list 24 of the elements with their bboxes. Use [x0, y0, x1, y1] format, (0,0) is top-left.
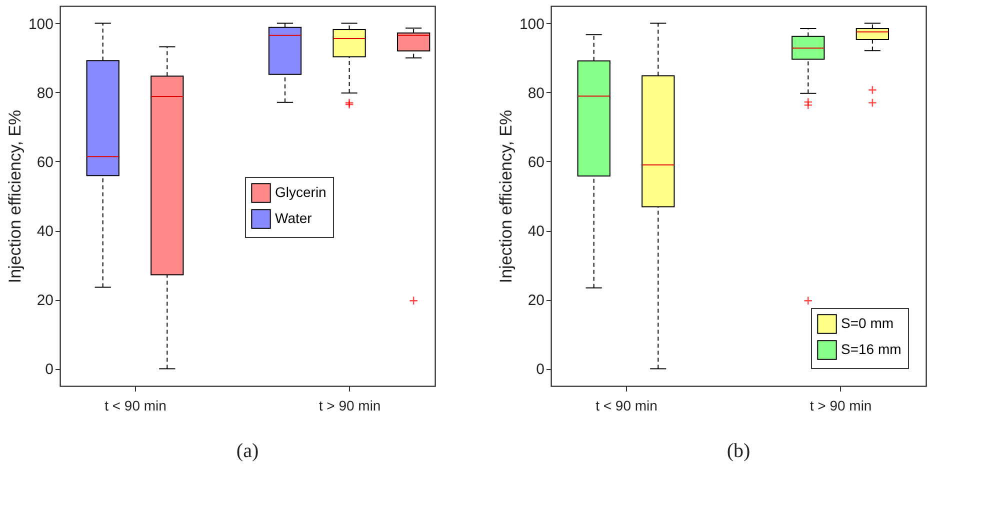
text: (b) [726, 440, 750, 462]
y-tick-label: 20 [528, 292, 544, 310]
y-tick-label: 80 [528, 84, 544, 102]
y-axis-title: Injection efficiency, E% [496, 110, 516, 284]
y-tick-label: 80 [36, 84, 54, 102]
legend-label: Water [275, 210, 312, 226]
x-tick-label: t < 90 min [104, 398, 166, 414]
y-tick-label: 40 [36, 223, 54, 240]
y-tick-label: 60 [528, 154, 544, 171]
y-tick-label: 100 [519, 16, 544, 33]
y-tick-label: 60 [36, 154, 54, 171]
y-tick-label: 0 [45, 361, 54, 378]
y-tick-label: 0 [536, 361, 544, 378]
x-tick-label: t > 90 min [318, 398, 381, 414]
y-tick-label: 100 [28, 16, 54, 33]
legend-label: Glycerin [275, 184, 326, 200]
y-tick-label: 40 [528, 223, 544, 240]
text: (a) [236, 440, 259, 462]
y-axis-title: Injection efficiency, E% [5, 110, 24, 284]
x-tick-label: t > 90 min [810, 398, 872, 414]
x-tick-label: t < 90 min [596, 398, 658, 414]
legend-label: S=16 mm [841, 341, 902, 357]
y-tick-label: 20 [36, 292, 54, 310]
legend-label: S=0 mm [841, 315, 894, 331]
